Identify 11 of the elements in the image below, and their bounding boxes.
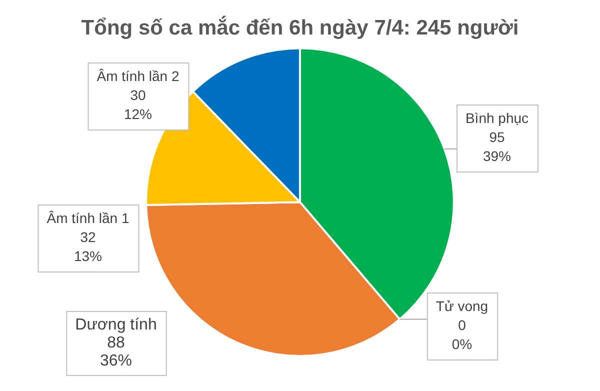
data-label: 32 13% xyxy=(74,228,102,264)
data-label: 30 12% xyxy=(124,86,152,122)
slice-label: Âm tính lần 1 xyxy=(46,210,130,226)
category-label: Tử vong xyxy=(436,298,488,314)
data-label: 95 39% xyxy=(482,128,512,164)
chart-title: Tổng số ca mắc đến 6h ngày 7/4: 245 người xyxy=(81,15,519,40)
text: 0 0% xyxy=(452,316,472,352)
slice-label: Bình phục xyxy=(465,110,529,126)
slice-label: Âm tính lần 2 xyxy=(96,68,180,84)
slice-label: Dương tính xyxy=(75,316,157,334)
data-label: 88 36% xyxy=(100,334,132,370)
